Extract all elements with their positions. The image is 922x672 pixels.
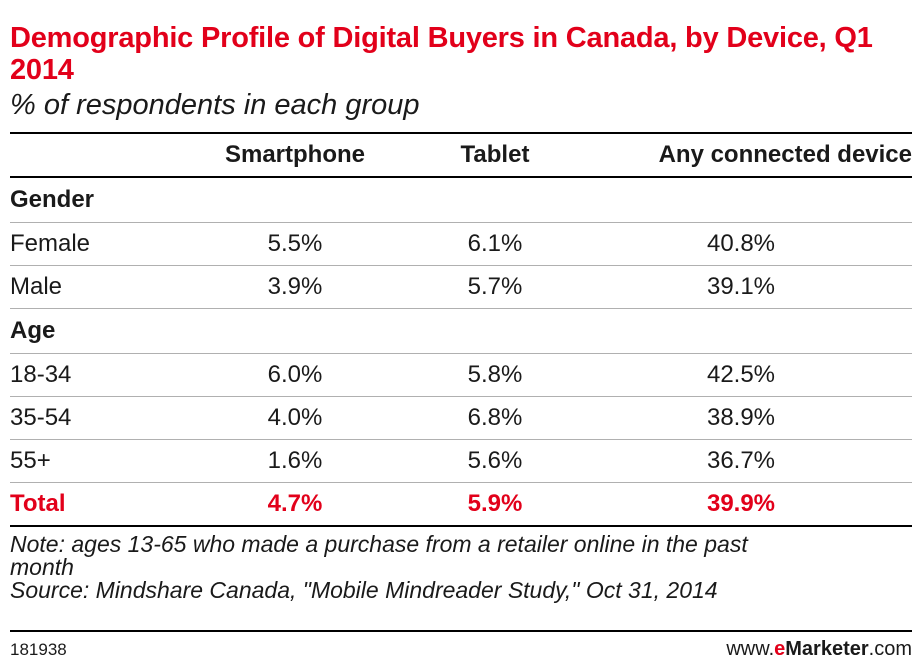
chart-note: Note: ages 13-65 who made a purchase fro… [10, 533, 912, 602]
chart-container: Demographic Profile of Digital Buyers in… [10, 22, 912, 602]
cell-smartphone: 3.9% [170, 265, 420, 309]
table-row: Male 3.9% 5.7% 39.1% [10, 265, 912, 309]
group-row-age: Age [10, 308, 912, 354]
row-label: Male [10, 265, 170, 309]
cell-smartphone: 1.6% [170, 439, 420, 483]
cell-tablet: 5.7% [420, 265, 570, 309]
cell-smartphone: 4.0% [170, 396, 420, 440]
cell-any-device: 39.1% [570, 265, 912, 309]
table-row: 18-34 6.0% 5.8% 42.5% [10, 353, 912, 397]
brand-e: e [774, 638, 786, 660]
cell-smartphone: 5.5% [170, 222, 420, 266]
row-label: 55+ [10, 439, 170, 483]
column-header-smartphone: Smartphone [170, 132, 420, 178]
table-row: 35-54 4.0% 6.8% 38.9% [10, 396, 912, 440]
cell-tablet: 5.6% [420, 439, 570, 483]
cell-any-device: 36.7% [570, 439, 912, 483]
brand-suffix: .com [868, 638, 912, 660]
column-header-label [10, 132, 170, 178]
group-label: Age [10, 308, 912, 354]
table-header-row: Smartphone Tablet Any connected device [10, 132, 912, 178]
brand-prefix: www. [726, 638, 775, 660]
row-label: Female [10, 222, 170, 266]
data-table: Smartphone Tablet Any connected device G… [10, 132, 912, 527]
cell-smartphone: 6.0% [170, 353, 420, 397]
chart-id: 181938 [10, 640, 67, 659]
cell-any-device: 40.8% [570, 222, 912, 266]
total-label: Total [10, 482, 170, 527]
row-label: 18-34 [10, 353, 170, 397]
cell-any-device: 42.5% [570, 353, 912, 397]
group-label: Gender [10, 186, 95, 213]
brand-marketer: Marketer [785, 638, 869, 660]
total-row: Total 4.7% 5.9% 39.9% [10, 482, 912, 527]
note-line-1: Note: ages 13-65 who made a purchase fro… [10, 531, 748, 557]
table-row: Female 5.5% 6.1% 40.8% [10, 222, 912, 266]
total-any-device: 39.9% [570, 482, 912, 527]
table-row: 55+ 1.6% 5.6% 36.7% [10, 439, 912, 483]
column-header-any-device: Any connected device [570, 132, 912, 178]
total-tablet: 5.9% [420, 482, 570, 527]
cell-tablet: 6.1% [420, 222, 570, 266]
cell-tablet: 6.8% [420, 396, 570, 440]
cell-tablet: 5.8% [420, 353, 570, 397]
chart-footer: 181938 www.eMarketer.com [10, 630, 912, 666]
brand-logo: www.eMarketer.com [726, 638, 912, 661]
chart-title: Demographic Profile of Digital Buyers in… [10, 22, 873, 86]
chart-subtitle: % of respondents in each group [10, 89, 420, 121]
source-line: Source: Mindshare Canada, "Mobile Mindre… [10, 577, 718, 603]
note-line-2: month [10, 554, 74, 580]
total-smartphone: 4.7% [170, 482, 420, 527]
group-row-gender: Gender [10, 177, 912, 223]
column-header-tablet: Tablet [420, 132, 570, 178]
row-label: 35-54 [10, 396, 170, 440]
cell-any-device: 38.9% [570, 396, 912, 440]
